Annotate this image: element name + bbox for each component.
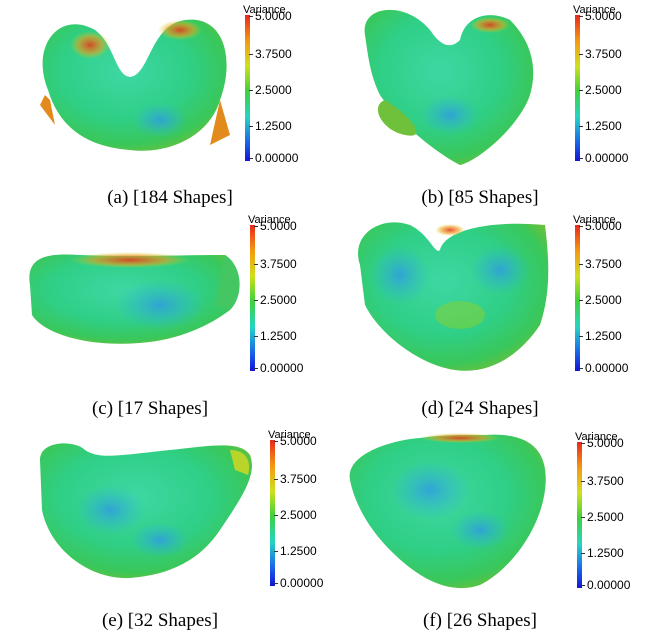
panel-caption: (b) [85 Shapes] — [421, 187, 539, 208]
panel-caption: (d) [24 Shapes] — [421, 398, 539, 419]
tick-label: 3.7500 — [249, 47, 292, 61]
colorbar-title: Variance — [573, 214, 616, 226]
tick-label: 0.00000 — [253, 361, 304, 375]
shape-render-a — [40, 19, 230, 151]
panel-caption: (a) [184 Shapes] — [107, 187, 233, 208]
panel-caption: (e) [32 Shapes] — [101, 610, 219, 631]
shape-render-d — [358, 222, 549, 371]
colorbar-gradient — [250, 225, 255, 371]
tick-label: 3.7500 — [579, 257, 622, 271]
tick-label: 2.5000 — [274, 508, 317, 522]
panel-a: Variance 5.0000 3.7500 2.5000 1.2500 0.0… — [20, 5, 320, 220]
shape-render-b — [364, 9, 534, 165]
colorbar-gradient — [575, 15, 580, 161]
tick-label: 0.00000 — [578, 361, 629, 375]
panel-c: Variance 5.0000 3.7500 2.5000 1.2500 0.0… — [20, 215, 320, 430]
tick-label: 1.2500 — [274, 544, 317, 558]
tick-label: 3.7500 — [581, 474, 624, 488]
tick-label: 2.5000 — [579, 293, 622, 307]
panel-b: Variance 5.0000 3.7500 2.5000 1.2500 0.0… — [340, 5, 640, 220]
tick-label: 3.7500 — [274, 472, 317, 486]
tick-label: 0.00000 — [578, 151, 629, 165]
tick-label: 2.5000 — [254, 293, 297, 307]
tick-label: 3.7500 — [579, 47, 622, 61]
colorbar-title: Variance — [268, 429, 311, 441]
tick-label: 2.5000 — [579, 83, 622, 97]
tick-label: 1.2500 — [579, 119, 622, 133]
shape-render-c — [29, 252, 240, 344]
colorbar-title: Variance — [575, 431, 618, 443]
tick-label: 5.0000 — [579, 219, 622, 233]
panel-caption: (c) [17 Shapes] — [91, 398, 209, 419]
tick-label: 2.5000 — [249, 83, 292, 97]
tick-label: 0.00000 — [273, 576, 324, 590]
tick-label: 5.0000 — [249, 9, 292, 23]
colorbar-gradient — [575, 225, 580, 371]
panel-d: Variance 5.0000 3.7500 2.5000 1.2500 0.0… — [340, 215, 640, 430]
tick-label: 0.00000 — [580, 578, 631, 592]
shape-render-e — [40, 443, 252, 579]
tick-label: 2.5000 — [581, 510, 624, 524]
colorbar-gradient — [577, 442, 582, 588]
tick-label: 0.00000 — [248, 151, 299, 165]
tick-label: 5.0000 — [274, 434, 317, 448]
colorbar-title: Variance — [573, 4, 616, 16]
colorbar-gradient — [245, 15, 250, 161]
tick-label: 1.2500 — [249, 119, 292, 133]
panel-e: Variance 5.0000 3.7500 2.5000 1.2500 0.0… — [20, 429, 324, 640]
tick-label: 1.2500 — [581, 546, 624, 560]
tick-label: 5.0000 — [579, 9, 622, 23]
panel-f: Variance 5.0000 3.7500 2.5000 1.2500 0.0… — [340, 430, 640, 640]
tick-label: 1.2500 — [579, 329, 622, 343]
colorbar-gradient — [270, 440, 275, 586]
tick-label: 3.7500 — [254, 257, 297, 271]
panel-caption: (f) [26 Shapes] — [423, 610, 537, 631]
tick-label: 5.0000 — [254, 219, 297, 233]
colorbar-title: Variance — [248, 214, 291, 226]
tick-label: 1.2500 — [254, 329, 297, 343]
shape-render-f — [349, 433, 546, 589]
colorbar-title: Variance — [243, 4, 286, 16]
tick-label: 5.0000 — [581, 436, 624, 450]
